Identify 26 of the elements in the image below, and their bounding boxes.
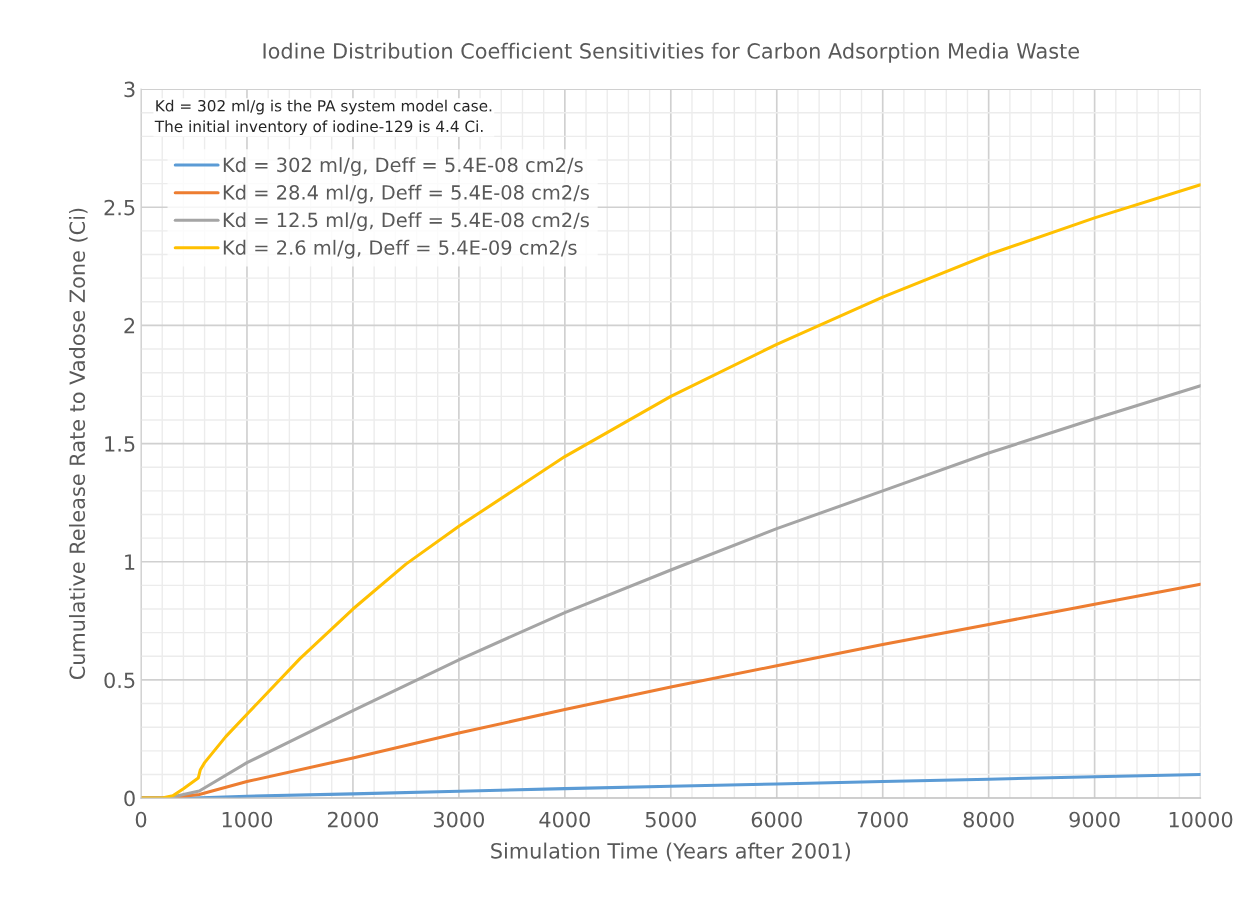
x-tick-label: 6000 xyxy=(751,811,802,828)
x-tick-label: 8000 xyxy=(963,811,1014,828)
x-tick-label: 0 xyxy=(135,811,147,828)
x-tick-label: 3000 xyxy=(433,811,485,828)
y-tick-label: 3 xyxy=(124,81,135,98)
y-tick-label: 1.5 xyxy=(105,436,135,452)
y-axis-title: Cumulative Release Rate to Vadose Zone (Ci) xyxy=(68,208,88,680)
y-tick-label: 0.5 xyxy=(104,672,135,689)
x-tick-label: 10000 xyxy=(1169,811,1233,828)
x-tick-label: 9000 xyxy=(1069,811,1120,828)
legend-label: Kd = 28.4 ml/g, Deff = 5.4E-08 cm2/s xyxy=(223,184,589,204)
y-tick-label: 2 xyxy=(124,317,135,334)
legend-label: Kd = 12.5 ml/g, Deff = 5.4E-08 cm2/s xyxy=(223,212,589,232)
annotation: Kd = 302 ml/g is the PA system model case. The initial inventory of iodine-129 is 4.4 Ci. xyxy=(154,99,492,136)
legend-label: Kd = 302 ml/g, Deff = 5.4E-08 cm2/s xyxy=(223,157,583,176)
x-axis-title: Simulation Time (Years after 2001) xyxy=(491,842,850,862)
y-tick-label: 0 xyxy=(124,790,135,807)
x-tick-label: 2000 xyxy=(327,811,379,828)
chart-title: Iodine Distribution Coefficient Sensitivities for Carbon Adsorption Media Waste xyxy=(263,42,1079,63)
legend-label: Kd = 2.6 ml/g, Deff = 5.4E-09 cm2/s xyxy=(223,239,577,259)
x-tick-label: 5000 xyxy=(645,811,696,828)
y-tick-label: 1 xyxy=(125,554,135,570)
x-tick-label: 7000 xyxy=(857,811,908,828)
x-tick-label: 1000 xyxy=(222,811,273,828)
y-tick-label: 2.5 xyxy=(104,199,135,216)
x-tick-label: 4000 xyxy=(539,811,590,828)
